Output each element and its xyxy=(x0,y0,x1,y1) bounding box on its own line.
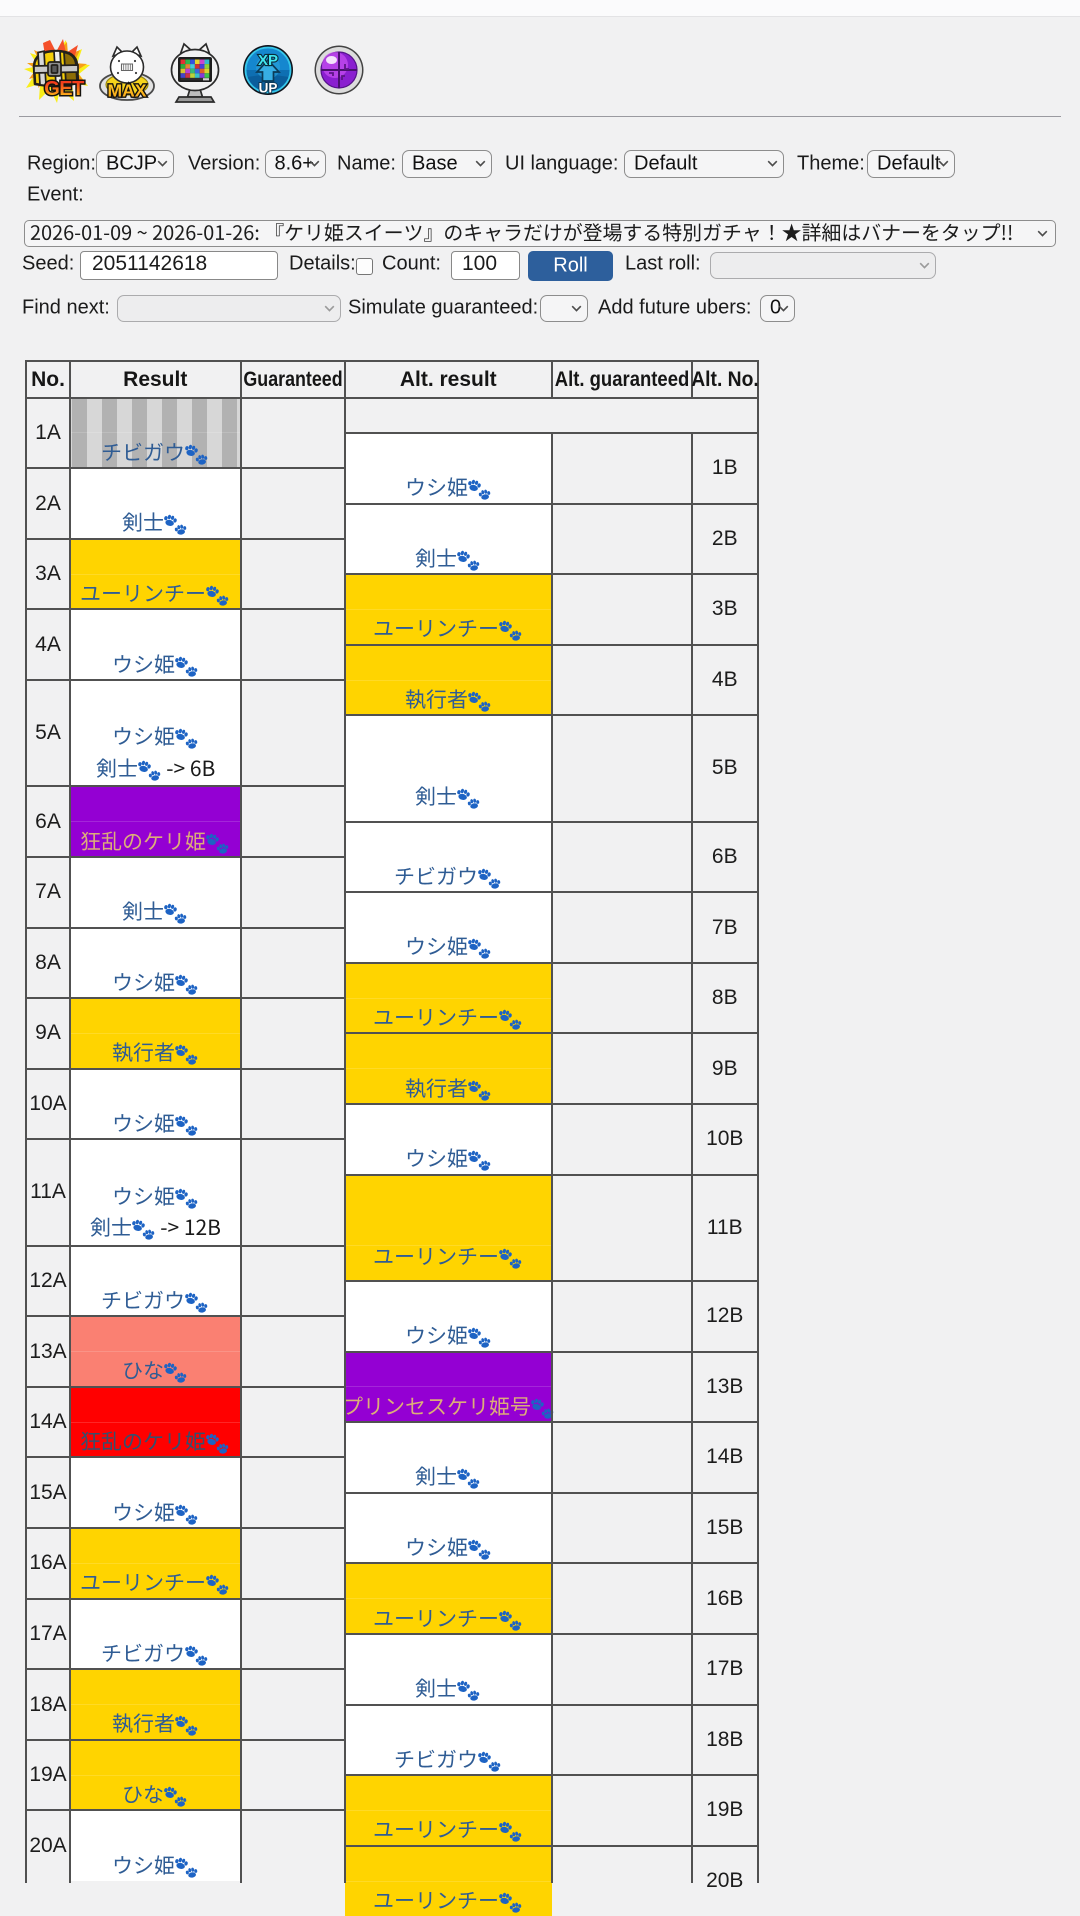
svg-text:GET: GET xyxy=(44,78,84,100)
svg-text:UP: UP xyxy=(259,81,278,96)
svg-text:XP: XP xyxy=(258,52,278,69)
svg-text:MAX: MAX xyxy=(108,81,147,101)
